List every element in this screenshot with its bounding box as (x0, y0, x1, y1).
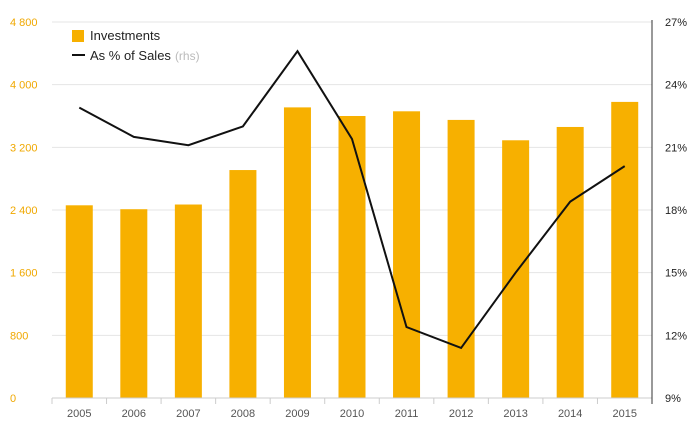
bar-2012 (448, 120, 475, 398)
right-tick-label: 21% (665, 142, 687, 154)
x-tick-label: 2014 (558, 408, 582, 420)
bar-2011 (393, 111, 420, 398)
legend-label-investments: Investments (90, 28, 161, 43)
x-tick-label: 2010 (340, 408, 364, 420)
bar-2010 (339, 116, 366, 398)
right-tick-label: 15% (665, 268, 687, 280)
right-tick-label: 27% (665, 17, 687, 29)
bar-2015 (611, 102, 638, 398)
left-tick-label: 3 200 (10, 142, 38, 154)
x-tick-label: 2006 (122, 408, 146, 420)
bar-2005 (66, 205, 93, 398)
left-tick-label: 1 600 (10, 268, 38, 280)
bar-2009 (284, 107, 311, 398)
left-tick-label: 800 (10, 330, 28, 342)
right-tick-label: 24% (665, 80, 687, 92)
left-tick-label: 4 800 (10, 17, 38, 29)
left-tick-label: 2 400 (10, 205, 38, 217)
right-tick-label: 9% (665, 393, 681, 405)
bar-2013 (502, 140, 529, 398)
bar-2008 (229, 170, 256, 398)
x-tick-label: 2013 (503, 408, 527, 420)
x-tick-label: 2012 (449, 408, 473, 420)
left-tick-label: 4 000 (10, 80, 38, 92)
x-tick-label: 2011 (395, 408, 419, 420)
x-tick-label: 2015 (612, 408, 636, 420)
x-tick-label: 2008 (231, 408, 255, 420)
bar-2014 (557, 127, 584, 398)
x-tick-label: 2005 (67, 408, 91, 420)
legend-label-pct-sales: As % of Sales (90, 48, 171, 63)
left-tick-label: 0 (10, 393, 16, 405)
bar-2006 (120, 209, 147, 398)
legend-label-rhs: (rhs) (175, 49, 200, 63)
bar-2007 (175, 205, 202, 398)
x-tick-label: 2009 (285, 408, 309, 420)
right-tick-label: 18% (665, 205, 687, 217)
x-tick-label: 2007 (176, 408, 200, 420)
right-tick-label: 12% (665, 330, 687, 342)
legend-swatch-investments (72, 30, 84, 42)
